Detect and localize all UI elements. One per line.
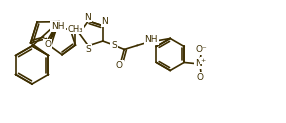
Text: NH: NH: [144, 35, 158, 44]
Text: N: N: [84, 13, 91, 22]
Text: S: S: [86, 45, 91, 54]
Text: S: S: [111, 41, 117, 50]
Text: N: N: [195, 59, 201, 68]
Text: O: O: [196, 73, 204, 82]
Text: +: +: [200, 58, 206, 63]
Text: NH: NH: [51, 22, 65, 31]
Text: O: O: [44, 40, 51, 49]
Text: N: N: [102, 17, 108, 26]
Text: O⁻: O⁻: [195, 45, 207, 54]
Text: N: N: [70, 24, 77, 33]
Text: O: O: [116, 61, 123, 70]
Text: CH₃: CH₃: [67, 25, 83, 34]
